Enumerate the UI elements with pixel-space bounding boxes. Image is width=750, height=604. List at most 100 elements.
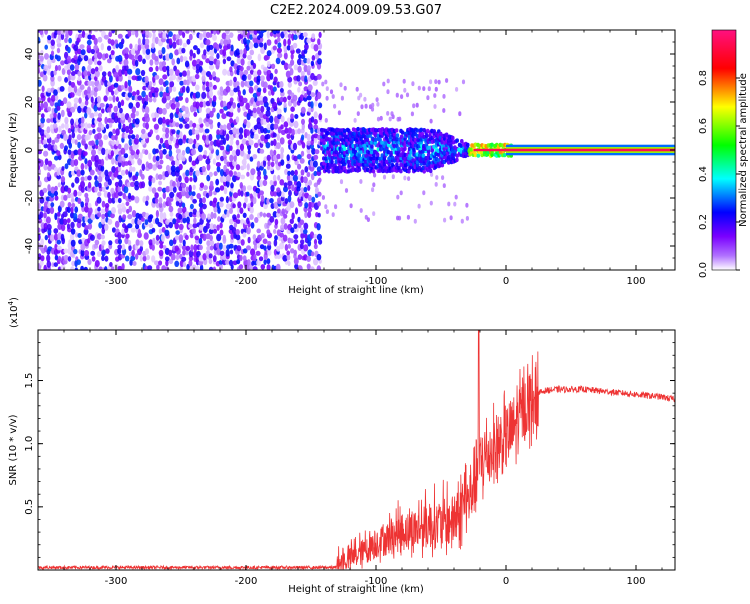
heatmap-cell [461,79,466,85]
heatmap-cell [266,198,270,205]
heatmap-cell [248,41,254,50]
heatmap-cell [395,92,399,98]
heatmap-cell [141,163,146,171]
heatmap-cell [171,129,176,135]
heatmap-cell [124,47,129,54]
heatmap-cell [87,86,91,94]
heatmap-cell [87,70,91,76]
heatmap-cell [184,123,190,129]
heatmap-cell [259,111,264,119]
heatmap-cell [63,194,68,201]
heatmap-cell [294,263,299,270]
heatmap-cell [100,158,105,167]
heatmap-cell [66,63,71,70]
heatmap-cell [266,229,271,236]
heatmap-cell [57,205,62,213]
heatmap-cell [209,245,214,251]
heatmap-cell [279,137,285,145]
heatmap-cell [313,170,318,177]
heatmap-cell [46,126,51,134]
heatmap-cell [178,213,183,220]
heatmap-cell [400,130,405,135]
heatmap-cell [235,48,240,56]
heatmap-cell [178,243,183,249]
heatmap-cell [222,244,227,252]
heatmap-cell [128,205,133,213]
heatmap-cell [119,107,123,114]
heatmap-cell [154,87,159,93]
heatmap-cell [276,133,280,141]
heatmap-cell [263,259,267,265]
heatmap-cell [111,90,115,96]
heatmap-cell [101,249,106,257]
heatmap-cell [175,34,180,40]
heatmap-cell [208,171,213,177]
heatmap-cell [143,232,149,240]
heatmap-cell [212,107,216,113]
heatmap-cell [208,253,213,259]
heatmap-cell [255,100,261,107]
snr-multiplier: (x104) [7,297,20,328]
heatmap-cell [151,42,155,49]
heatmap-cell [54,195,59,201]
heatmap-cell [178,163,183,171]
heatmap-cell [113,192,119,199]
heatmap-cell [243,202,247,209]
heatmap-cell [357,153,362,158]
heatmap-cell [427,86,431,92]
heatmap-cell [98,159,102,165]
heatmap-cell [87,175,92,181]
heatmap-cell [38,144,41,150]
heatmap-cell [165,102,171,110]
heatmap-cell [140,174,145,180]
x-tick-label: -200 [235,276,258,287]
heatmap-cell [43,163,48,171]
heatmap-cell [267,244,272,251]
heatmap-cell [262,127,268,134]
heatmap-cell [259,179,264,187]
heatmap-cell [50,186,56,194]
heatmap-cell [107,81,112,87]
heatmap-cell [203,150,208,156]
heatmap-cell [235,234,241,241]
heatmap-cell [325,95,329,101]
heatmap-cell [270,161,275,168]
heatmap-cell [93,90,98,98]
heatmap-cell [87,58,93,66]
heatmap-cell [455,87,459,92]
heatmap-cell [282,254,288,262]
heatmap-cell [274,218,279,226]
heatmap-cell [159,86,164,92]
heatmap-cell [124,237,129,245]
heatmap-cell [212,228,217,234]
heatmap-cell [40,117,45,124]
heatmap-cell [148,214,154,220]
heatmap-cell [282,96,287,103]
heatmap-cell [225,133,230,141]
heatmap-cell [253,142,259,148]
heatmap-cell [289,68,294,76]
heatmap-cell [191,228,196,235]
heatmap-cell [239,100,245,107]
heatmap-cell [91,117,96,125]
heatmap-cell [233,221,238,228]
heatmap-cell [182,239,186,246]
heatmap-cell [221,213,227,219]
heatmap-cell [111,140,116,146]
colorbar: 0.00.20.40.60.8 Normalized spectral ampl… [698,29,749,278]
heatmap-cell [86,107,92,115]
heatmap-cell [78,97,82,104]
heatmap-cell [64,51,69,60]
heatmap-cell [417,85,421,91]
heatmap-cell [396,146,401,151]
heatmap-cell [232,102,237,109]
heatmap-cell [290,170,295,176]
heatmap-cell [158,260,163,266]
heatmap-cell [114,181,120,187]
heatmap-cell [158,202,163,209]
heatmap-cell [149,59,154,66]
heatmap-cell [117,232,122,240]
heatmap-cell [108,96,113,102]
heatmap-cell [127,68,133,75]
heatmap-cell [434,79,438,84]
